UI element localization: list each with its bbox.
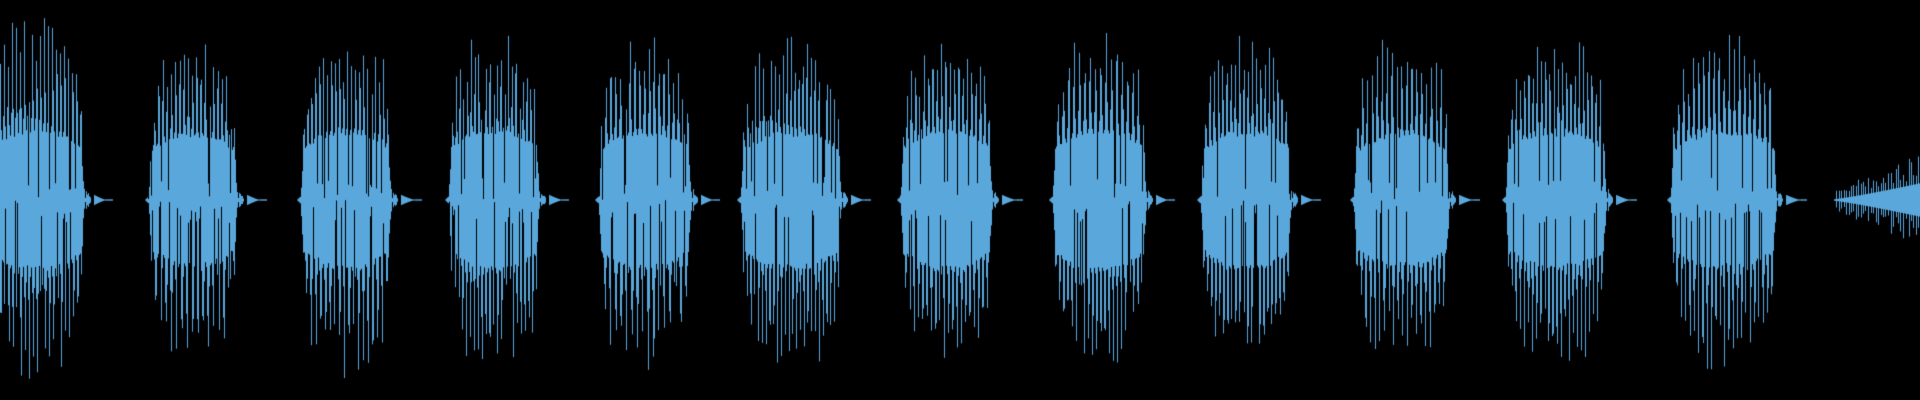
audio-waveform-canvas[interactable] xyxy=(0,0,1920,400)
audio-waveform-viewer xyxy=(0,0,1920,400)
